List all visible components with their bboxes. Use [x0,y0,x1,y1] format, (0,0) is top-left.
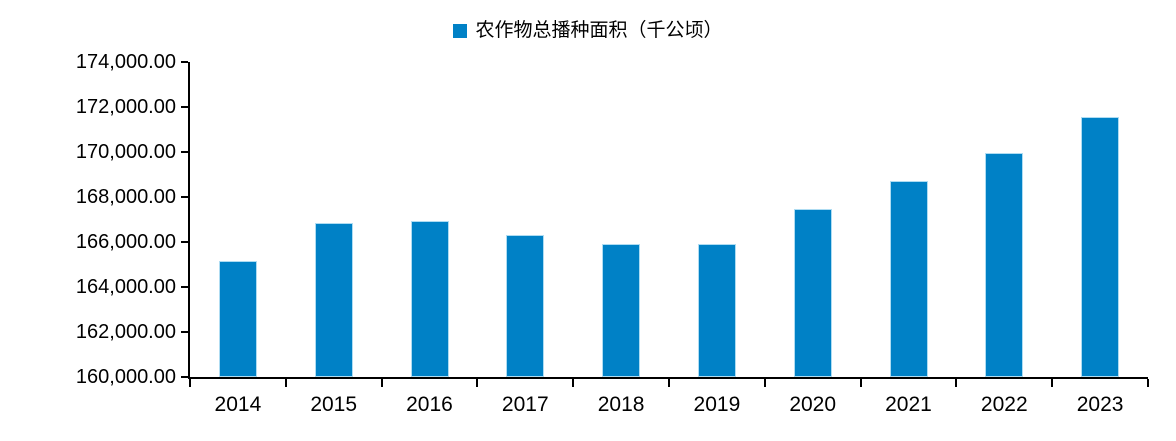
bar-2016 [410,220,449,377]
x-axis-tick [380,379,383,387]
x-axis-tick [763,379,766,387]
bar-2021 [889,181,928,377]
legend-label: 农作物总播种面积（千公顷） [475,20,723,41]
bar-2023 [1081,116,1120,377]
y-axis-tick [181,106,188,108]
x-axis-tick-label: 2023 [1076,393,1124,416]
x-axis-tick-label: 2015 [310,393,358,416]
y-axis-tick-label: 162,000.00 [75,321,176,343]
y-axis-tick [181,151,188,153]
y-axis-tick-label: 160,000.00 [75,366,176,388]
bar-2018 [602,244,641,377]
x-axis-tick-label: 2016 [406,393,453,416]
x-axis-tick [955,379,958,387]
plot-area [181,61,1149,387]
y-axis-tick [181,61,188,63]
bar-2015 [314,223,353,377]
y-axis-tick-label: 170,000.00 [75,141,176,163]
x-axis-tick-label: 2021 [885,393,932,416]
x-axis-tick-label: 2018 [597,393,645,416]
y-axis-tick [181,331,188,333]
legend: 农作物总播种面积（千公顷） [0,20,1176,42]
bar-2017 [506,234,545,377]
bar-2020 [793,208,832,377]
x-axis-tick-label: 2022 [980,393,1028,416]
x-axis-tick-label: 2014 [214,393,262,416]
x-axis-tick-label: 2020 [789,393,837,416]
x-axis-tick [1051,379,1054,387]
y-axis-tick [181,286,188,288]
y-axis-tick-label: 174,000.00 [75,51,176,73]
y-axis-tick-label: 166,000.00 [75,231,176,253]
x-axis-tick [189,379,191,387]
bar-2022 [985,153,1024,377]
x-axis-labels: 2014 2015 2016 2017 2018 2019 2020 2021 2022 2023 [190,392,1148,422]
x-axis-tick [572,379,575,387]
x-axis-tick [476,379,479,387]
x-axis-tick-label: 2019 [693,393,741,416]
y-axis-tick-label: 164,000.00 [75,276,176,298]
y-axis-tick-label: 168,000.00 [75,186,176,208]
x-axis-tick [668,379,670,387]
bar-2014 [218,261,257,377]
x-axis-tick [1147,379,1149,387]
x-axis-tick-label: 2017 [501,393,549,416]
y-axis-tick [181,376,188,378]
legend-marker-icon [453,24,468,38]
y-axis-tick [181,196,188,198]
bar-2019 [697,243,736,377]
y-axis-tick-label: 172,000.00 [75,96,176,118]
x-axis-tick [284,379,287,387]
y-axis-tick [181,241,188,243]
x-axis-tick [859,379,862,387]
